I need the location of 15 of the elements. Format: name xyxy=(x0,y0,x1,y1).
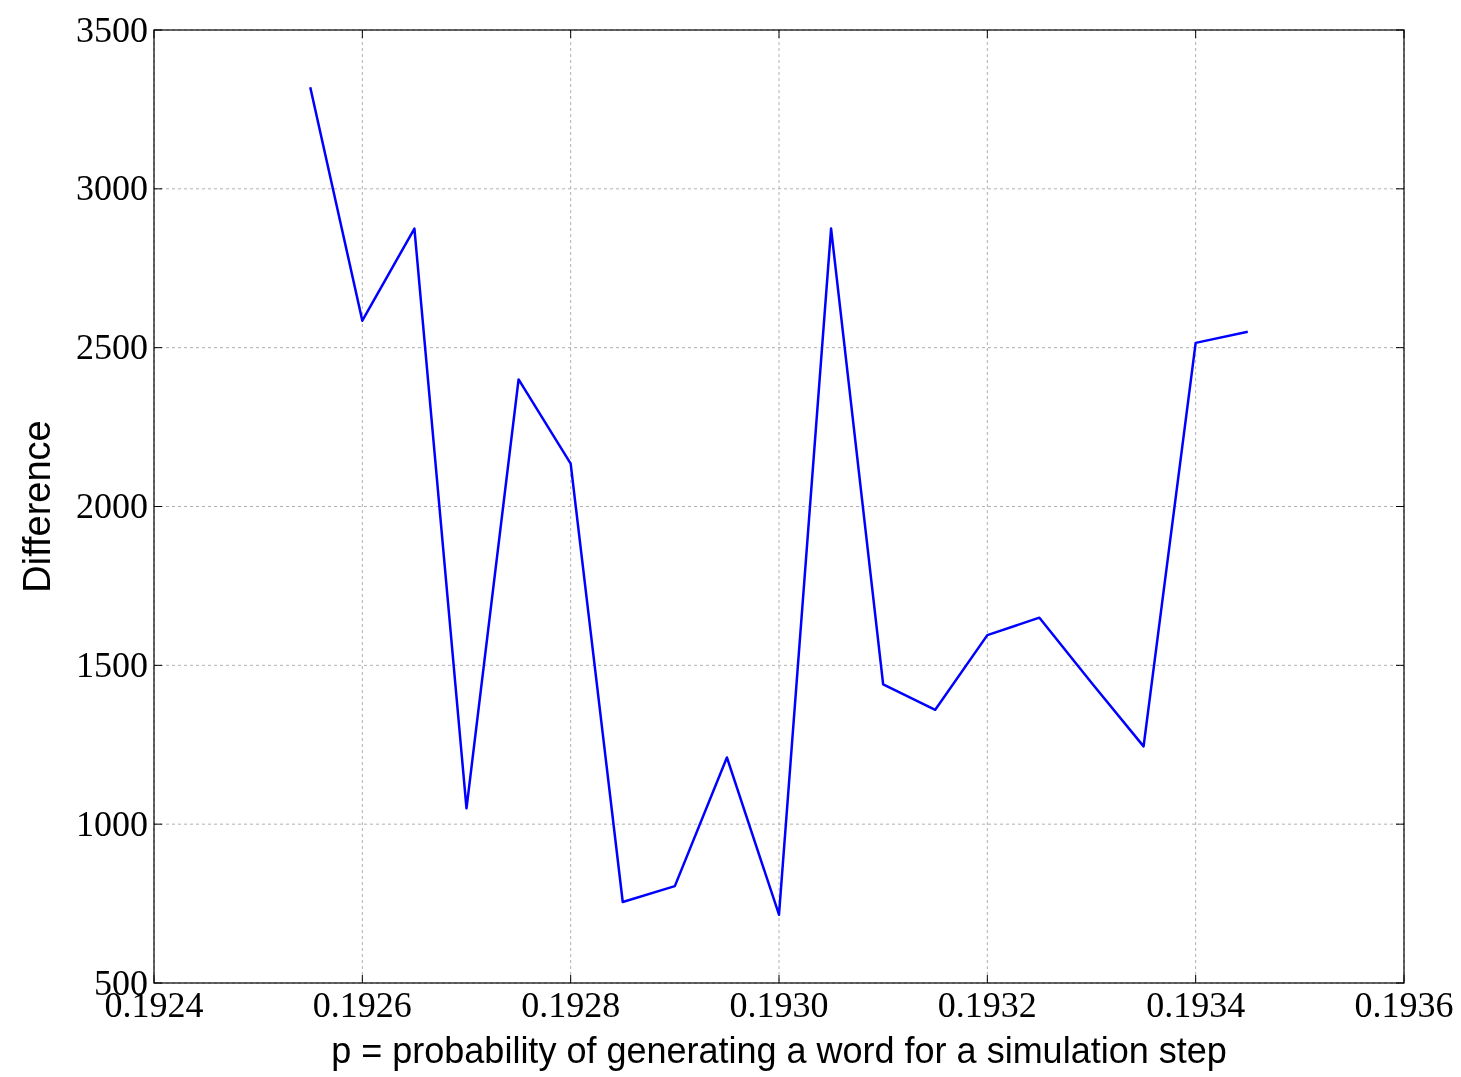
y-tick-label: 1000 xyxy=(76,803,148,844)
line-series xyxy=(309,85,1249,916)
x-axis-title: p = probability of generating a word for a simulation step xyxy=(331,1030,1227,1071)
y-tick-label: 2500 xyxy=(76,327,148,368)
x-tick-label: 0.1928 xyxy=(521,985,621,1025)
x-tick-label: 0.1932 xyxy=(937,985,1037,1025)
y-tick-label: 3500 xyxy=(76,9,148,50)
y-tick-label: 1500 xyxy=(76,644,148,685)
x-tick-label: 0.1926 xyxy=(312,985,412,1025)
y-axis-title: Difference xyxy=(16,420,58,593)
x-tick-label: 0.1934 xyxy=(1146,985,1246,1025)
x-tick-label: 0.1930 xyxy=(729,985,829,1025)
y-tick-label: 3000 xyxy=(76,168,148,209)
x-tick-label: 0.1936 xyxy=(1354,985,1454,1025)
y-tick-label: 2000 xyxy=(76,486,148,527)
